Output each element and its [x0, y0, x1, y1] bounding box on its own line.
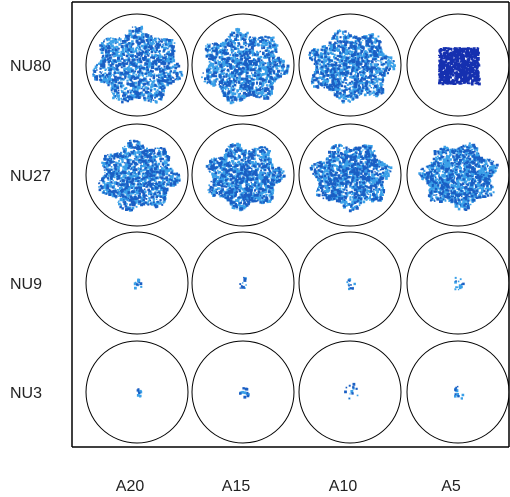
colony-light: [205, 142, 286, 212]
colony-dark: [455, 280, 465, 286]
colony-dark: [92, 26, 183, 104]
colony-dark: [136, 388, 141, 394]
dish: [85, 13, 189, 117]
column-label: A10: [329, 478, 358, 495]
dish: [85, 123, 189, 227]
dish: [85, 340, 189, 444]
dish: [298, 13, 402, 117]
colony-dark: [206, 144, 286, 211]
colony-dark: [438, 47, 481, 86]
column-label: A20: [116, 478, 145, 495]
colony-dark: [98, 139, 181, 212]
colony-light: [346, 278, 356, 291]
row-label: NU27: [10, 168, 51, 185]
row-label: NU3: [10, 385, 42, 402]
frame: [71, 1, 510, 448]
colony-dark: [308, 30, 395, 102]
colony-light: [454, 276, 463, 291]
column-label: A15: [222, 478, 251, 495]
colony-dark: [344, 382, 358, 399]
colony-dark: [454, 385, 460, 398]
row-label: NU9: [10, 276, 42, 293]
dish: [406, 123, 510, 227]
colony-dark: [419, 143, 499, 211]
colony-dark: [347, 279, 354, 290]
colony-dark: [239, 276, 247, 289]
colony-dark: [136, 281, 143, 286]
colony-dark: [309, 144, 392, 213]
dish: [191, 13, 295, 117]
dish: [85, 231, 189, 335]
colony-light: [133, 278, 143, 290]
dish: [298, 231, 402, 335]
colony-dark: [239, 387, 250, 399]
colony-dark: [202, 31, 290, 102]
column-label: A5: [441, 478, 461, 495]
colony-light: [239, 388, 250, 396]
dish: [406, 13, 510, 117]
dish: [406, 340, 510, 444]
row-label: NU80: [10, 58, 51, 75]
dish: [191, 340, 295, 444]
dish: [191, 123, 295, 227]
dish: [298, 123, 402, 227]
dish: [298, 340, 402, 444]
dish: [191, 231, 295, 335]
dish: [406, 231, 510, 335]
colony-light: [418, 142, 498, 211]
